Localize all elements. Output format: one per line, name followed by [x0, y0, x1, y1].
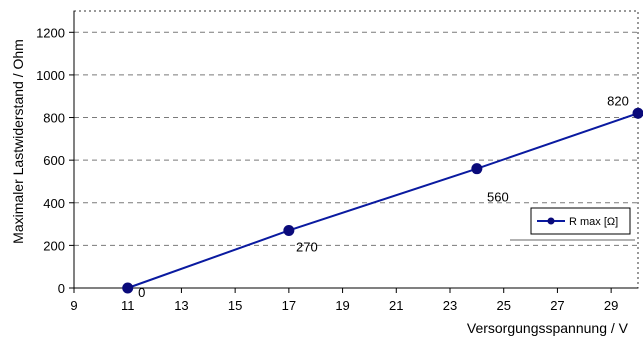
- legend-marker-swatch: [547, 217, 555, 225]
- data-label: 560: [487, 190, 509, 205]
- legend-series-label: R max [Ω]: [569, 216, 618, 228]
- y-tick-label: 1000: [36, 68, 65, 83]
- x-tick-label: 27: [550, 298, 564, 313]
- y-tick-label: 400: [43, 196, 65, 211]
- x-axis-ticks: 9 11 13 15 17 19 21 23 25 27 29: [70, 288, 618, 313]
- x-tick-label: 21: [389, 298, 403, 313]
- x-tick-label: 15: [228, 298, 242, 313]
- x-axis-title: Versorgungsspannung / V: [467, 320, 629, 336]
- y-tick-label: 1200: [36, 25, 65, 40]
- x-tick-label: 11: [121, 298, 135, 313]
- y-tick-label: 600: [43, 153, 65, 168]
- series-line: [127, 112, 639, 289]
- data-labels: 0 270 560 820: [138, 93, 629, 300]
- data-point: [283, 224, 295, 236]
- x-tick-label: 9: [70, 298, 77, 313]
- data-point: [471, 163, 483, 175]
- data-label: 270: [296, 239, 318, 254]
- x-tick-label: 13: [174, 298, 188, 313]
- x-tick-label: 17: [282, 298, 296, 313]
- y-tick-label: 800: [43, 111, 65, 126]
- legend: R max [Ω]: [510, 207, 635, 241]
- data-label: 0: [138, 285, 145, 300]
- y-axis-ticks: 0 200 400 600 800 1000 1200: [36, 25, 74, 296]
- plot-area-border: [73, 10, 639, 289]
- x-tick-label: 25: [496, 298, 510, 313]
- y-tick-label: 200: [43, 238, 65, 253]
- grid-lines: [74, 31, 638, 246]
- series-layer: [122, 107, 643, 294]
- x-tick-label: 23: [443, 298, 457, 313]
- x-tick-label: 19: [335, 298, 349, 313]
- data-point: [122, 282, 134, 294]
- y-axis-title: Maximaler Lastwiderstand / Ohm: [10, 39, 26, 244]
- x-tick-label: 29: [604, 298, 618, 313]
- y-tick-label: 0: [58, 281, 65, 296]
- data-label: 820: [607, 93, 629, 108]
- data-point: [632, 107, 643, 119]
